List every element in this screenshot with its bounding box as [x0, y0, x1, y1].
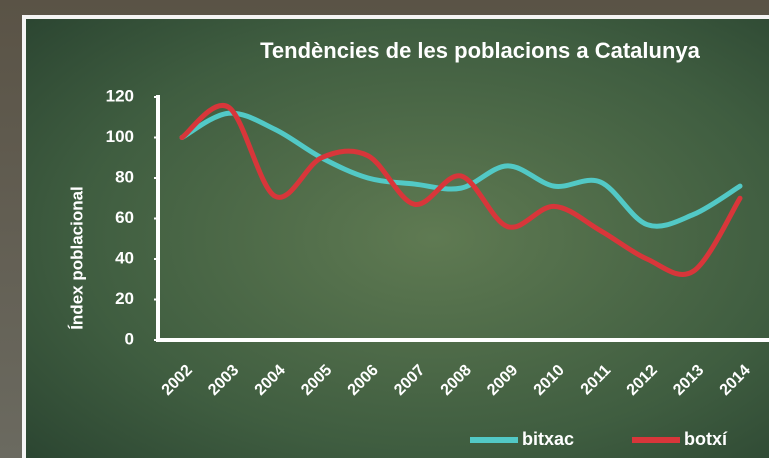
- y-tick-label: 40: [115, 248, 134, 267]
- legend-label: bitxac: [522, 429, 574, 449]
- y-tick-label: 80: [115, 167, 134, 186]
- chart-title: Tendències de les poblacions a Catalunya: [260, 38, 700, 63]
- y-axis-label: Índex poblacional: [67, 186, 86, 330]
- y-tick-label: 100: [106, 127, 134, 146]
- y-tick-label: 120: [106, 86, 134, 105]
- y-tick-label: 0: [125, 329, 134, 348]
- y-tick-label: 60: [115, 208, 134, 227]
- y-tick-label: 20: [115, 289, 134, 308]
- legend-label: botxí: [684, 429, 728, 449]
- chart: Tendències de les poblacions a Catalunya…: [0, 0, 769, 458]
